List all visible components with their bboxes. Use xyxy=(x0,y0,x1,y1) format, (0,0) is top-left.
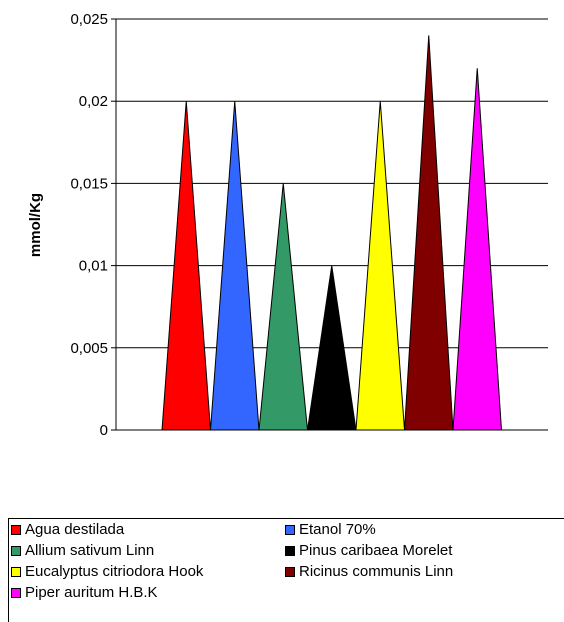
legend-item: Piper auritum H.B.K xyxy=(11,584,158,601)
bar-triangle xyxy=(452,68,503,431)
legend-label: Agua destilada xyxy=(25,521,125,538)
legend-item: Allium sativum Linn xyxy=(11,542,154,559)
y-tick-label: 0,02 xyxy=(79,93,108,110)
bar-triangle xyxy=(258,183,309,431)
legend-swatch xyxy=(285,545,295,556)
legend: Agua destilada Etanol 70% Allium sativum L… xyxy=(8,518,564,622)
legend-item: Ricinus communis Linn xyxy=(285,563,453,580)
legend-swatch xyxy=(285,566,295,577)
legend-label: Piper auritum H.B.K xyxy=(25,584,158,601)
y-tick-label: 0,025 xyxy=(70,11,108,28)
legend-label: Eucalyptus citriodora Hook xyxy=(25,563,204,580)
legend-item: Eucalyptus citriodora Hook xyxy=(11,563,203,580)
legend-swatch xyxy=(11,545,21,556)
legend-swatch xyxy=(285,524,295,535)
legend-item: Etanol 70% xyxy=(285,521,376,538)
legend-label: Ricinus communis Linn xyxy=(299,563,454,580)
y-axis-title: mmol/Kg xyxy=(27,193,44,257)
y-tick-label: 0 xyxy=(100,422,108,439)
legend-label: Pinus caribaea Morelet xyxy=(299,542,453,559)
legend-label: Allium sativum Linn xyxy=(25,542,155,559)
y-tick-label: 0,015 xyxy=(70,175,108,192)
legend-swatch xyxy=(11,566,21,577)
legend-swatch xyxy=(11,587,21,598)
y-tick-label: 0,01 xyxy=(79,258,108,275)
legend-item: Agua destilada xyxy=(11,521,124,538)
y-tick-labels: 0 0,005 0,01 0,015 0,02 0,025 xyxy=(70,11,108,439)
legend-label: Etanol 70% xyxy=(299,521,376,538)
y-tick-label: 0,005 xyxy=(70,340,108,357)
bars xyxy=(161,35,503,431)
legend-swatch xyxy=(11,524,21,535)
axes xyxy=(111,19,548,431)
chart: 0 0,005 0,01 0,015 0,02 0,025 mmol/Kg xyxy=(27,11,548,439)
legend-item: Pinus caribaea Morelet xyxy=(285,542,452,559)
bar-triangle xyxy=(403,35,454,431)
